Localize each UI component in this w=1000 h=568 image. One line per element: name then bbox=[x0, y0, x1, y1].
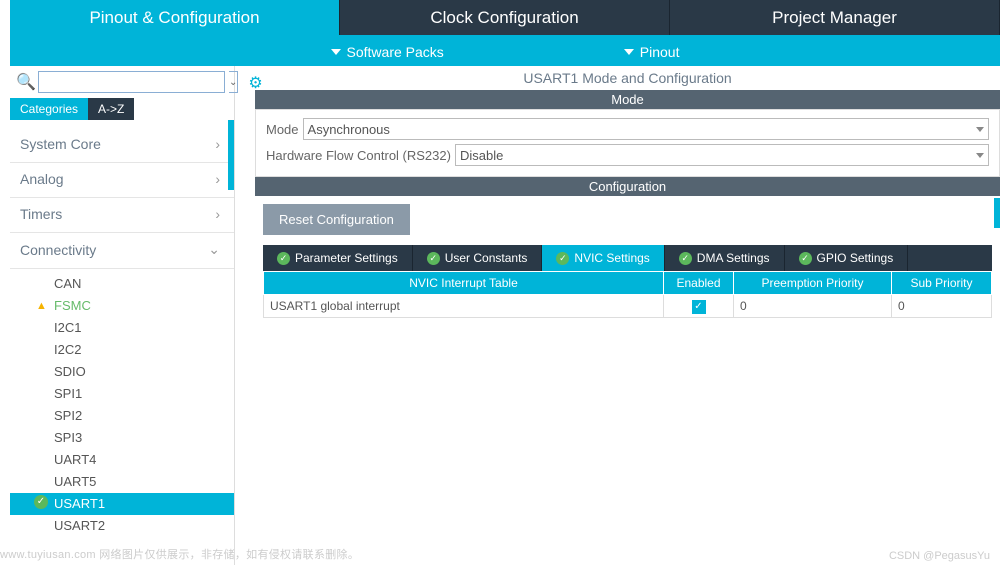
chevron-right-icon: › bbox=[215, 206, 220, 222]
content-panel: USART1 Mode and Configuration Mode Mode … bbox=[255, 66, 1000, 565]
category-tree: System Core› Analog› Timers› Connectivit… bbox=[10, 120, 234, 565]
cell-sub-priority[interactable]: 0 bbox=[892, 295, 992, 318]
search-icon: 🔍 bbox=[16, 72, 34, 92]
check-icon: ✓ bbox=[799, 252, 812, 265]
group-connectivity[interactable]: Connectivity⌄ bbox=[10, 233, 234, 269]
check-icon: ✓ bbox=[679, 252, 692, 265]
item-sdio[interactable]: SDIO bbox=[10, 361, 234, 383]
sidebar-scrollbar[interactable] bbox=[228, 120, 234, 190]
top-tabs: Pinout & Configuration Clock Configurati… bbox=[10, 0, 1000, 38]
connectivity-items: CAN FSMC I2C1 I2C2 SDIO SPI1 SPI2 SPI3 U… bbox=[10, 269, 234, 541]
check-icon: ✓ bbox=[556, 252, 569, 265]
nvic-table: NVIC Interrupt Table Enabled Preemption … bbox=[263, 271, 992, 318]
item-usart2[interactable]: USART2 bbox=[10, 515, 234, 537]
check-icon: ✓ bbox=[427, 252, 440, 265]
item-spi3[interactable]: SPI3 bbox=[10, 427, 234, 449]
tab-parameter-settings[interactable]: ✓Parameter Settings bbox=[263, 245, 413, 271]
mode-select[interactable]: Asynchronous bbox=[303, 118, 989, 140]
item-uart5[interactable]: UART5 bbox=[10, 471, 234, 493]
col-enabled: Enabled bbox=[664, 272, 734, 295]
col-interrupt-table: NVIC Interrupt Table bbox=[264, 272, 664, 295]
item-i2c2[interactable]: I2C2 bbox=[10, 339, 234, 361]
sidebar: 🔍 ⌄ ⚙ Categories A->Z System Core› Analo… bbox=[10, 66, 235, 565]
group-system-core[interactable]: System Core› bbox=[10, 128, 234, 163]
chevron-right-icon: › bbox=[215, 171, 220, 187]
item-can[interactable]: CAN bbox=[10, 273, 234, 295]
chevron-right-icon: › bbox=[215, 136, 220, 152]
group-analog[interactable]: Analog› bbox=[10, 163, 234, 198]
group-timers[interactable]: Timers› bbox=[10, 198, 234, 233]
col-preemption: Preemption Priority bbox=[734, 272, 892, 295]
pinout-dropdown[interactable]: Pinout bbox=[624, 44, 680, 60]
watermark-text: www.tuyiusan.com 网络图片仅供展示，非存储，如有侵权请联系删除。 bbox=[0, 546, 359, 562]
mode-scrollbar[interactable] bbox=[994, 198, 1000, 228]
col-sub-priority: Sub Priority bbox=[892, 272, 992, 295]
tab-project-manager[interactable]: Project Manager bbox=[670, 0, 1000, 35]
tab-pinout-config[interactable]: Pinout & Configuration bbox=[10, 0, 340, 35]
mode-section-header: Mode bbox=[255, 90, 1000, 109]
software-packs-dropdown[interactable]: Software Packs bbox=[331, 44, 444, 60]
sub-toolbar: Software Packs Pinout bbox=[10, 38, 1000, 66]
config-tabs: ✓Parameter Settings ✓User Constants ✓NVI… bbox=[263, 245, 992, 271]
item-usart1[interactable]: USART1 bbox=[10, 493, 234, 515]
tab-nvic-settings[interactable]: ✓NVIC Settings bbox=[542, 245, 664, 271]
watermark-credit: CSDN @PegasusYu bbox=[889, 550, 990, 562]
item-spi2[interactable]: SPI2 bbox=[10, 405, 234, 427]
hw-flow-label: Hardware Flow Control (RS232) bbox=[266, 148, 451, 163]
enabled-checkbox[interactable]: ✓ bbox=[692, 300, 706, 314]
tab-categories[interactable]: Categories bbox=[10, 98, 88, 120]
config-section-header: Configuration bbox=[255, 177, 1000, 196]
cell-interrupt-name: USART1 global interrupt bbox=[264, 295, 664, 318]
cell-preemption[interactable]: 0 bbox=[734, 295, 892, 318]
chevron-down-icon: ⌄ bbox=[208, 241, 220, 258]
tab-user-constants[interactable]: ✓User Constants bbox=[413, 245, 543, 271]
reset-config-button[interactable]: Reset Configuration bbox=[263, 204, 410, 235]
tab-dma-settings[interactable]: ✓DMA Settings bbox=[665, 245, 785, 271]
item-fsmc[interactable]: FSMC bbox=[10, 295, 234, 317]
tab-clock-config[interactable]: Clock Configuration bbox=[340, 0, 670, 35]
item-uart4[interactable]: UART4 bbox=[10, 449, 234, 471]
hw-flow-select[interactable]: Disable bbox=[455, 144, 989, 166]
mode-label: Mode bbox=[266, 122, 299, 137]
check-icon: ✓ bbox=[277, 252, 290, 265]
search-dropdown-icon[interactable]: ⌄ bbox=[229, 71, 238, 93]
item-spi1[interactable]: SPI1 bbox=[10, 383, 234, 405]
tab-gpio-settings[interactable]: ✓GPIO Settings bbox=[785, 245, 909, 271]
panel-title: USART1 Mode and Configuration bbox=[255, 66, 1000, 90]
item-i2c1[interactable]: I2C1 bbox=[10, 317, 234, 339]
tab-a-to-z[interactable]: A->Z bbox=[88, 98, 134, 120]
search-input[interactable] bbox=[38, 71, 225, 93]
table-row[interactable]: USART1 global interrupt ✓ 0 0 bbox=[264, 295, 992, 318]
